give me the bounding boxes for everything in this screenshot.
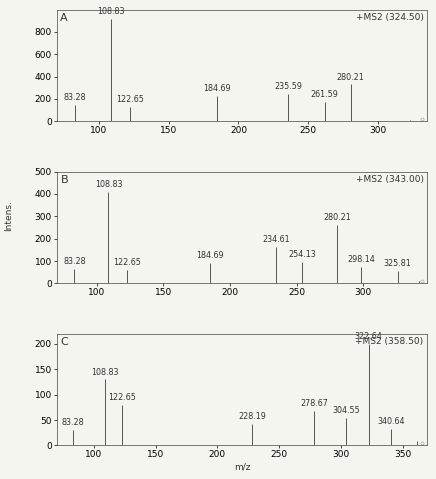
Text: B: B: [60, 175, 68, 185]
Text: 298.14: 298.14: [347, 255, 375, 264]
Text: 280.21: 280.21: [337, 73, 364, 81]
Text: 325.81: 325.81: [384, 259, 412, 268]
Text: 254.13: 254.13: [288, 251, 316, 260]
Text: 304.55: 304.55: [333, 406, 360, 415]
Text: 184.69: 184.69: [203, 84, 231, 93]
Text: +MS2 (324.50): +MS2 (324.50): [356, 13, 423, 22]
Text: 83.28: 83.28: [64, 93, 87, 102]
Text: 340.64: 340.64: [377, 417, 405, 426]
Text: 322.64: 322.64: [355, 332, 383, 341]
Text: 122.65: 122.65: [116, 95, 144, 104]
Text: 108.83: 108.83: [95, 180, 122, 189]
Text: 83.28: 83.28: [62, 419, 85, 427]
Text: 184.69: 184.69: [196, 251, 223, 261]
Text: 108.83: 108.83: [91, 367, 119, 376]
Text: 228.19: 228.19: [238, 412, 266, 422]
Text: 235.59: 235.59: [274, 82, 302, 91]
Text: 122.65: 122.65: [113, 258, 141, 267]
Text: 278.67: 278.67: [300, 399, 328, 408]
Text: A: A: [60, 13, 68, 23]
Text: 108.83: 108.83: [97, 7, 125, 16]
X-axis label: m/z: m/z: [234, 462, 250, 471]
Text: 234.61: 234.61: [262, 235, 290, 244]
Text: +MS2 (358.50): +MS2 (358.50): [355, 337, 423, 346]
Text: C: C: [60, 337, 68, 347]
Text: 83.28: 83.28: [63, 257, 86, 266]
Text: 122.65: 122.65: [108, 393, 136, 402]
Text: 280.21: 280.21: [323, 214, 351, 222]
Text: 261.59: 261.59: [311, 90, 339, 99]
Text: Intens.: Intens.: [4, 200, 14, 231]
Text: +MS2 (343.00): +MS2 (343.00): [356, 175, 423, 184]
